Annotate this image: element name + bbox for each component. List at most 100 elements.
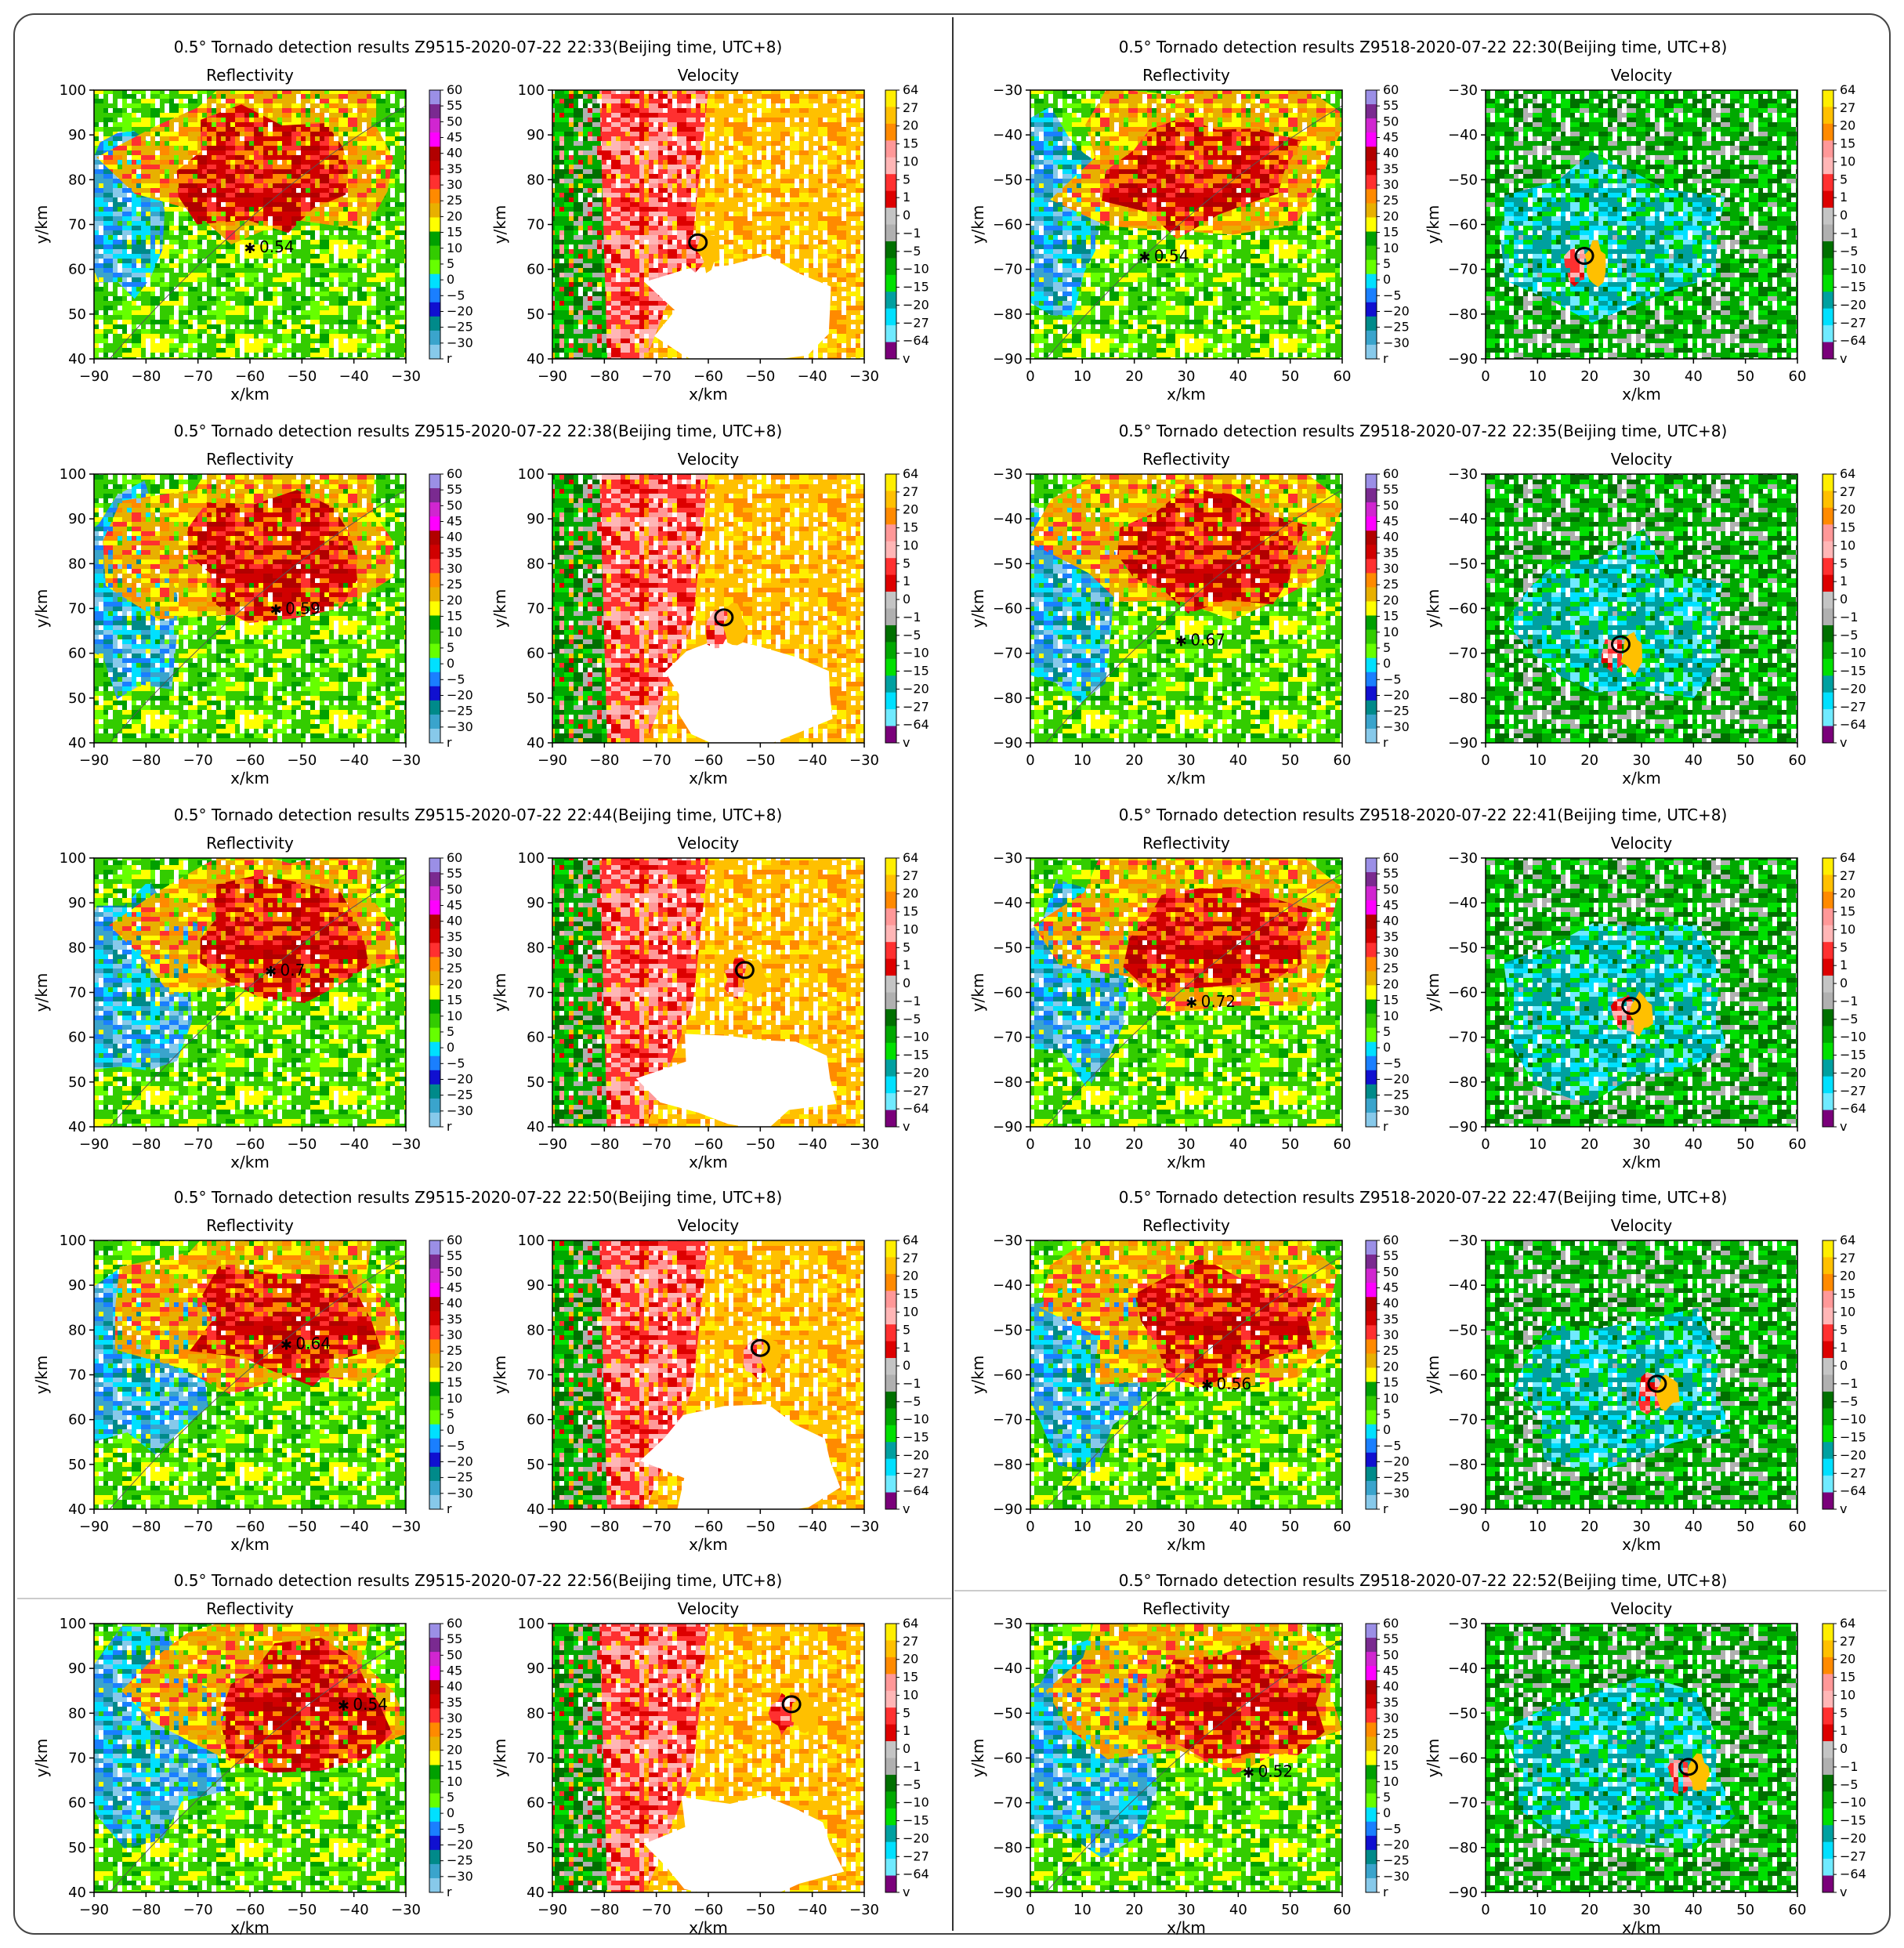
reflectivity-colorbar-swatch <box>1366 530 1377 545</box>
y-tick-label: −40 <box>1448 895 1478 911</box>
y-tick-label: 100 <box>518 1233 545 1249</box>
y-tick-label: 50 <box>527 306 545 323</box>
x-axis-label: x/km <box>1167 1153 1206 1171</box>
velocity-colorbar-label: 1 <box>903 1340 910 1355</box>
y-tick-label: −30 <box>993 466 1023 483</box>
velocity-colorbar-swatch <box>1823 1875 1833 1893</box>
reflectivity-colorbar-label: −25 <box>447 320 473 335</box>
reflectivity-colorbar-swatch <box>1366 502 1377 517</box>
y-tick-label: 70 <box>527 217 545 234</box>
reflectivity-colorbar-label: 15 <box>1383 1758 1399 1773</box>
x-tick-label: 50 <box>1281 1136 1299 1153</box>
x-tick-label: 0 <box>1026 752 1034 769</box>
reflectivity-colorbar-swatch <box>429 545 440 559</box>
x-axis-label: x/km <box>230 385 270 404</box>
x-tick-label: −30 <box>849 1519 879 1535</box>
velocity-colorbar-swatch <box>1823 1093 1833 1111</box>
y-axis-label: y/km <box>32 1739 51 1778</box>
velocity-colorbar-swatch <box>1823 241 1833 259</box>
reflectivity-colorbar-label: 20 <box>1383 208 1399 223</box>
velocity-colorbar-label: −27 <box>903 1083 929 1098</box>
y-tick-label: 80 <box>68 172 86 188</box>
reflectivity-colorbar-label: 25 <box>1383 577 1399 592</box>
y-tick-label: −90 <box>993 1885 1023 1901</box>
y-axis-label: y/km <box>490 973 509 1012</box>
reflectivity-subtitle: Reflectivity <box>206 1599 294 1618</box>
x-tick-label: −80 <box>131 1902 161 1918</box>
reflectivity-colorbar-swatch <box>429 231 440 247</box>
mesocyclone-circle-marker <box>1678 1758 1699 1776</box>
reflectivity-colorbar-swatch <box>1366 104 1377 119</box>
velocity-colorbar-label: −5 <box>1840 1012 1859 1027</box>
y-axis-label: y/km <box>490 1356 509 1395</box>
reflectivity-colorbar-label: 45 <box>1383 130 1399 145</box>
reflectivity-colorbar-label: −20 <box>1383 687 1410 702</box>
reflectivity-colorbar-label: 60 <box>1383 82 1399 97</box>
reflectivity-colorbar-label: −25 <box>1383 1470 1410 1485</box>
velocity-colorbar-swatch <box>1823 325 1833 343</box>
x-tick-label: 60 <box>1789 1902 1807 1918</box>
velocity-map <box>1486 1240 1797 1509</box>
panel-Z9515-3: 0.5° Tornado detection results Z9515-202… <box>32 1188 929 1554</box>
velocity-colorbar-swatch <box>885 1707 896 1725</box>
x-tick-label: 0 <box>1481 1902 1490 1918</box>
y-tick-label: −60 <box>993 1751 1023 1767</box>
reflectivity-colorbar-label: r <box>1383 735 1388 750</box>
y-tick-label: 40 <box>527 1119 545 1135</box>
y-tick-label: −60 <box>1448 1367 1478 1384</box>
tornado-probability: 0.54 <box>353 1695 388 1714</box>
reflectivity-colorbar-swatch <box>429 161 440 176</box>
reflectivity-colorbar-frame <box>429 473 441 744</box>
reflectivity-colorbar-swatch <box>429 1694 440 1709</box>
reflectivity-colorbar-swatch <box>429 245 440 261</box>
reflectivity-colorbar-label: 25 <box>447 961 462 976</box>
velocity-colorbar-label: −20 <box>1840 1830 1866 1845</box>
velocity-colorbar-label: 0 <box>903 1741 910 1756</box>
velocity-colorbar-swatch <box>1823 1741 1833 1758</box>
reflectivity-colorbar-swatch <box>429 929 440 943</box>
velocity-colorbar-label: 20 <box>903 886 918 901</box>
velocity-colorbar-swatch <box>1823 1640 1833 1658</box>
x-tick-label: −70 <box>642 752 671 769</box>
y-tick-label: −30 <box>1448 82 1478 99</box>
velocity-colorbar-label: 0 <box>1840 1358 1848 1373</box>
velocity-colorbar-label: −15 <box>903 1813 929 1828</box>
x-tick-label: 0 <box>1481 368 1490 385</box>
reflectivity-colorbar-swatch <box>1366 1013 1377 1029</box>
x-tick-label: −60 <box>235 752 265 769</box>
reflectivity-colorbar-label: 55 <box>447 1631 462 1646</box>
panel-Z9518-4: 0.5° Tornado detection results Z9518-202… <box>968 1571 1866 1937</box>
mesocyclone-circle-marker <box>1610 635 1631 654</box>
mesocyclone-circle-marker <box>688 233 708 252</box>
reflectivity-colorbar-swatch <box>429 1112 440 1128</box>
velocity-colorbar-frame <box>1822 473 1834 744</box>
y-axis-label: y/km <box>32 973 51 1012</box>
reflectivity-colorbar-swatch <box>429 474 440 489</box>
velocity-colorbar-swatch <box>1823 1475 1833 1494</box>
tornado-star-marker: ✱ <box>338 1698 349 1714</box>
velocity-colorbar-label: −20 <box>903 297 929 312</box>
panel-title: 0.5° Tornado detection results Z9518-202… <box>1119 1188 1728 1207</box>
y-tick-label: 80 <box>68 1705 86 1722</box>
x-tick-label: −40 <box>339 1519 369 1535</box>
x-axis-label: x/km <box>230 1918 270 1937</box>
reflectivity-colorbar-label: 60 <box>447 1616 462 1631</box>
velocity-colorbar-swatch <box>885 208 896 225</box>
y-tick-label: −60 <box>1448 985 1478 1001</box>
reflectivity-colorbar-swatch <box>429 1269 440 1284</box>
x-tick-label: −80 <box>589 1902 619 1918</box>
x-tick-label: 10 <box>1073 1902 1091 1918</box>
y-tick-label: 90 <box>527 895 545 911</box>
reflectivity-colorbar-swatch <box>429 1013 440 1029</box>
reflectivity-colorbar-label: 30 <box>1383 1327 1399 1342</box>
x-tick-label: 60 <box>1334 1902 1352 1918</box>
reflectivity-colorbar-swatch <box>1366 488 1377 503</box>
y-tick-label: −70 <box>993 646 1023 662</box>
velocity-colorbar-label: −10 <box>903 1412 929 1427</box>
velocity-colorbar-label: 20 <box>1840 502 1855 517</box>
mesocyclone-circle-marker <box>781 1695 802 1714</box>
x-axis-label: x/km <box>1622 1153 1661 1171</box>
reflectivity-colorbar-label: −25 <box>447 1088 473 1103</box>
velocity-subtitle: Velocity <box>678 450 740 469</box>
velocity-colorbar-label: 0 <box>1840 592 1848 606</box>
